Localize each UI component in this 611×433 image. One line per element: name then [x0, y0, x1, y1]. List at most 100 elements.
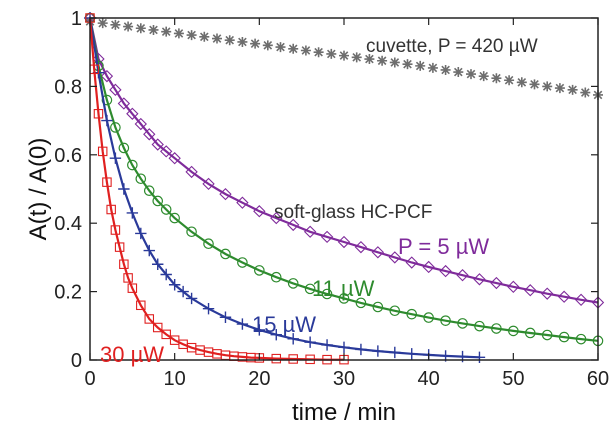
data-point [119, 259, 129, 269]
data-point [254, 265, 265, 276]
data-point [101, 114, 113, 127]
data-point [415, 60, 426, 71]
axes-layer: 0 10 20 30 40 50 60 0 0.2 0.4 0.6 0.8 1 [54, 8, 609, 390]
annotation-fiber: soft-glass HC-PCF [274, 202, 432, 223]
data-point [287, 278, 299, 289]
data-point [185, 165, 198, 179]
data-point [110, 122, 121, 133]
data-point [402, 59, 413, 70]
data-point [371, 246, 385, 259]
data-point [135, 173, 147, 185]
data-point [554, 83, 565, 94]
data-point [143, 185, 155, 197]
data-point [541, 329, 553, 341]
data-point [355, 297, 367, 309]
data-point [236, 318, 249, 330]
data-point [106, 204, 116, 215]
data-point [93, 109, 104, 119]
data-point [160, 145, 173, 158]
y-tick-label: 0.6 [54, 145, 82, 167]
data-point [423, 312, 434, 323]
data-point [127, 159, 138, 171]
data-point [558, 331, 570, 343]
data-point [250, 38, 261, 49]
data-point [427, 62, 438, 73]
data-point [304, 283, 316, 295]
data-point [321, 288, 333, 300]
data-point [354, 240, 368, 254]
data-point [355, 343, 367, 356]
x-tick-label: 0 [84, 368, 95, 390]
data-point [202, 177, 215, 191]
data-point [507, 280, 520, 293]
data-point [143, 244, 155, 257]
data-point [110, 225, 121, 235]
data-point [457, 318, 468, 329]
data-point [212, 33, 222, 44]
annotation-p5: P = 5 µW [398, 234, 489, 259]
data-point [143, 128, 156, 141]
data-point [203, 238, 214, 250]
data-point [219, 187, 232, 201]
data-point [219, 311, 232, 323]
data-point [270, 211, 283, 225]
data-point [473, 351, 486, 363]
data-point [303, 225, 317, 238]
data-point [123, 21, 134, 32]
data-point [575, 333, 587, 345]
data-point [466, 69, 476, 80]
y-tick-label: 0.4 [54, 213, 82, 235]
data-point [490, 276, 503, 290]
y-tick-label: 1 [71, 8, 82, 30]
data-point [220, 248, 231, 260]
data-point [453, 67, 464, 78]
data-point [152, 195, 164, 207]
x-tick-label: 20 [248, 368, 270, 390]
data-point [337, 235, 351, 249]
data-point [148, 24, 159, 35]
y-tick-label: 0 [71, 350, 82, 372]
data-point [118, 142, 130, 154]
fit-line [88, 17, 599, 304]
data-point [152, 322, 163, 333]
data-point [270, 271, 282, 283]
data-point [287, 333, 299, 345]
data-point [389, 57, 400, 68]
data-point [372, 301, 384, 313]
data-point [177, 285, 189, 298]
data-point [109, 83, 122, 96]
data-point [288, 354, 298, 364]
data-point [288, 43, 299, 54]
data-point [321, 339, 333, 351]
data-point [529, 79, 540, 90]
data-point [253, 205, 266, 218]
data-point [364, 54, 375, 65]
data-point [406, 308, 418, 320]
data-point [339, 50, 349, 61]
data-point [134, 117, 147, 131]
data-point [199, 31, 210, 42]
data-point [275, 42, 286, 53]
fit-line [88, 17, 599, 342]
data-point [114, 242, 125, 252]
data-point [491, 73, 502, 84]
data-point [186, 30, 197, 41]
data-point [169, 212, 180, 224]
data-point [504, 75, 515, 86]
data-point [97, 18, 108, 29]
data-point [473, 273, 486, 286]
data-point [422, 260, 435, 274]
data-point [304, 336, 316, 348]
data-point [541, 287, 554, 300]
x-tick-label: 40 [418, 368, 440, 390]
annotation-p30: 30 µW [100, 342, 164, 367]
y-axis-title: A(t) / A(0) [25, 138, 52, 241]
data-point [102, 177, 112, 187]
data-point [135, 23, 146, 34]
data-point [456, 269, 469, 282]
data-point [160, 268, 172, 281]
data-point [524, 327, 536, 339]
data-point [123, 273, 133, 283]
data-point [100, 69, 114, 83]
data-point [516, 77, 527, 88]
